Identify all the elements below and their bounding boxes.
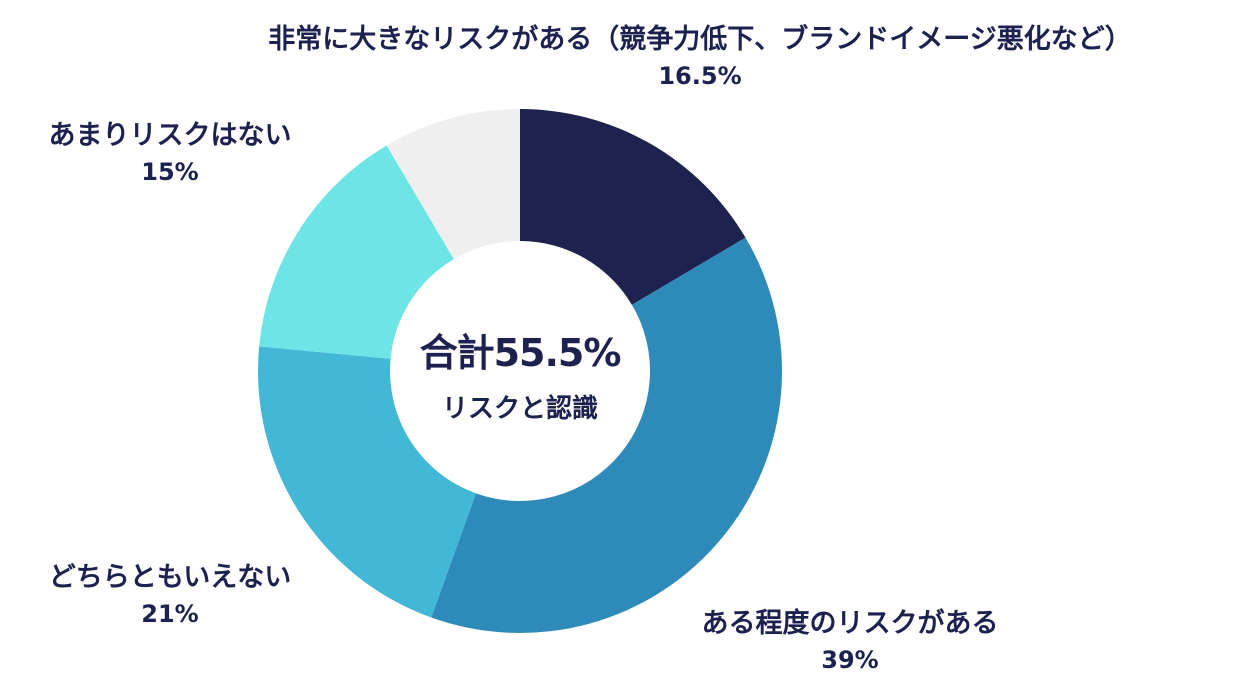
center-subtitle-text: リスクと認識 (441, 394, 598, 424)
slice-percent-label: 21% (141, 600, 199, 628)
slice-percent-label: 39% (821, 646, 879, 674)
slice-percent-label: 15% (141, 158, 199, 186)
slice-percent-label: 16.5% (658, 62, 742, 90)
slice-category-label: あまりリスクはない (48, 120, 292, 151)
slice-label-some-risk: ある程度のリスクがある 39% (650, 606, 1050, 678)
slice-category-label: 非常に大きなリスクがある（競争力低下、ブランドイメージ悪化など） (268, 24, 1132, 55)
slice-label-very-large-risk: 非常に大きなリスクがある（競争力低下、ブランドイメージ悪化など） 16.5% (175, 22, 1225, 94)
slice-little-risk (259, 145, 454, 359)
slice-label-neither: どちらともいえない 21% (10, 560, 330, 632)
slice-category-label: どちらともいえない (48, 562, 292, 593)
slice-some-risk (431, 237, 782, 633)
slice-very-large-risk (520, 109, 746, 305)
slice-remainder (386, 109, 520, 260)
slice-label-little-risk: あまりリスクはない 15% (10, 118, 330, 190)
slice-category-label: ある程度のリスクがある (701, 608, 999, 639)
center-total-text: 合計55.5% (419, 331, 622, 375)
slice-neither (257, 346, 476, 618)
